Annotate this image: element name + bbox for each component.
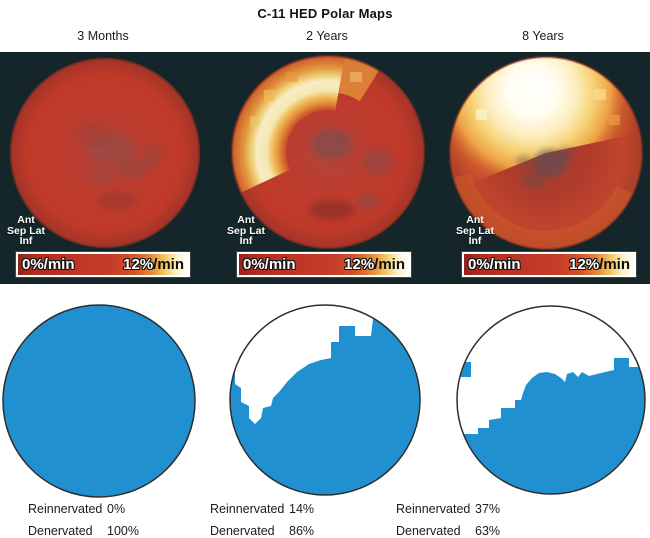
scale-min-label: 0%/min xyxy=(468,256,521,273)
map-rim xyxy=(230,54,426,250)
denervation-map-2-years xyxy=(229,304,421,496)
orientation-sep-lat: Sep Lat xyxy=(227,224,265,237)
column-header-2-years: 2 Years xyxy=(306,29,348,43)
orientation-ant: Ant xyxy=(17,214,35,226)
reinnervated-hot-region xyxy=(450,57,640,189)
denervated-label: Denervated xyxy=(28,524,93,538)
reinnervated-label: Reinnervated xyxy=(210,502,285,516)
map-dark-patches xyxy=(310,129,393,220)
denervation-map-8-years xyxy=(456,305,646,495)
hot-arc-blocks xyxy=(250,72,362,126)
reinnervated-hot-arc xyxy=(232,56,345,193)
orientation-inf: Inf xyxy=(239,235,253,247)
denervated-value: 86% xyxy=(289,524,315,538)
scale-max-value: 12% xyxy=(569,256,600,273)
scale-max-value: 12% xyxy=(123,256,154,273)
reinnervated-area xyxy=(235,305,373,424)
scale-max-label: 12%/min xyxy=(569,254,630,275)
circle-outline xyxy=(229,304,421,496)
scale-min-label: 0%/min xyxy=(243,256,296,273)
polar-map-3-months xyxy=(9,57,201,249)
scale-max-unit: /min xyxy=(374,256,405,273)
orientation-ant: Ant xyxy=(466,214,484,226)
orientation-inf: Inf xyxy=(19,235,33,247)
uptake-scale-bar-3-months: 0%/min 12%/min xyxy=(15,251,191,278)
uptake-scale-bar-8-years: 0%/min 12%/min xyxy=(461,251,637,278)
scale-max-label: 12%/min xyxy=(123,254,184,275)
bottom-orange-ring xyxy=(453,173,633,249)
reinnervated-value: 14% xyxy=(289,502,315,516)
scale-max-label: 12%/min xyxy=(344,254,405,275)
orientation-labels-8-years: Ant Sep Lat Inf xyxy=(445,215,505,247)
column-header-3-months: 3 Months xyxy=(77,29,129,43)
map-rim xyxy=(448,55,644,251)
orientation-labels-3-months: Ant Sep Lat Inf xyxy=(0,215,56,247)
map-rim xyxy=(9,57,201,249)
scale-min-label: 0%/min xyxy=(22,256,75,273)
scale-max-unit: /min xyxy=(599,256,630,273)
denervation-map-3-months xyxy=(2,304,196,498)
map-dark-patches xyxy=(516,146,574,189)
stats-8-years: Reinnervated 37% Denervated 63% xyxy=(396,503,500,538)
denervated-label: Denervated xyxy=(210,524,275,538)
hot-region-blocks xyxy=(476,87,620,125)
orientation-inf: Inf xyxy=(468,235,482,247)
orientation-sep-lat: Sep Lat xyxy=(456,224,494,237)
denervated-value: 100% xyxy=(107,524,139,538)
uptake-scale-bar-2-years: 0%/min 12%/min xyxy=(236,251,412,278)
reinnervated-value: 0% xyxy=(107,502,126,516)
denervated-label: Denervated xyxy=(396,524,461,538)
denervated-value: 63% xyxy=(475,524,501,538)
reinnervated-label: Reinnervated xyxy=(28,502,103,516)
polar-map-2-years xyxy=(230,54,426,250)
stats-3-months: Reinnervated 0% Denervated 100% xyxy=(28,503,139,538)
scale-max-unit: /min xyxy=(153,256,184,273)
orientation-sep-lat: Sep Lat xyxy=(7,224,45,237)
scale-max-value: 12% xyxy=(344,256,375,273)
stats-2-years: Reinnervated 14% Denervated 86% xyxy=(210,503,314,538)
orientation-ant: Ant xyxy=(237,214,255,226)
circle-outline xyxy=(2,304,196,498)
reinnervated-value: 37% xyxy=(475,502,501,516)
polar-map-8-years xyxy=(448,55,644,251)
reinnervated-label: Reinnervated xyxy=(396,502,471,516)
figure-title: C-11 HED Polar Maps xyxy=(257,6,393,21)
circle-outline xyxy=(456,305,646,495)
orientation-labels-2-years: Ant Sep Lat Inf xyxy=(216,215,276,247)
column-header-8-years: 8 Years xyxy=(522,29,564,43)
map-dark-patches xyxy=(75,123,162,210)
denervated-area xyxy=(3,305,195,497)
